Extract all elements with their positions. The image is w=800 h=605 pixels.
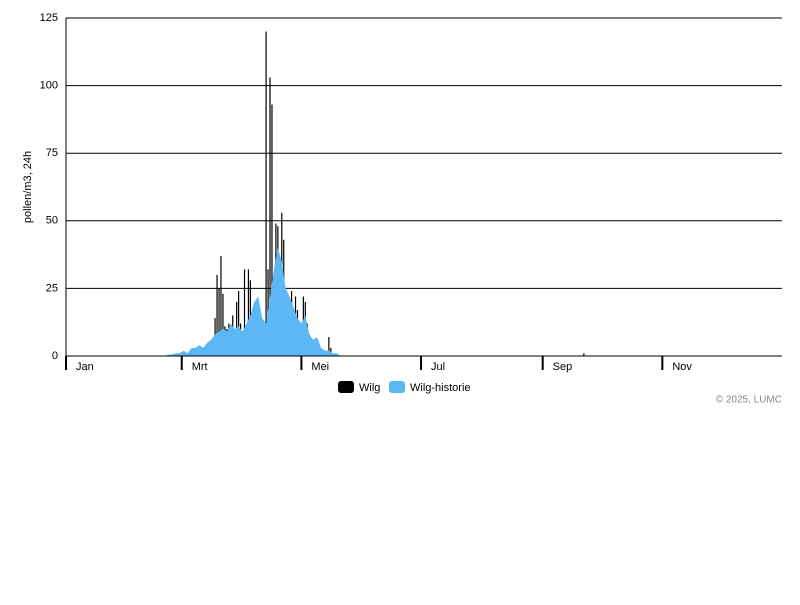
y-tick-label: 25 bbox=[46, 282, 58, 294]
bar bbox=[583, 353, 585, 356]
x-tick-label: Jul bbox=[431, 361, 445, 373]
bar bbox=[216, 274, 218, 356]
y-axis-label: pollen/m3, 24h bbox=[22, 151, 34, 223]
bar bbox=[265, 31, 267, 357]
x-tick-label: Mrt bbox=[192, 361, 208, 373]
x-tick-label: Mei bbox=[311, 361, 329, 373]
bar bbox=[328, 337, 330, 356]
bar bbox=[271, 104, 273, 356]
legend-swatch bbox=[389, 381, 405, 393]
bar bbox=[222, 293, 224, 356]
y-tick-label: 50 bbox=[46, 215, 58, 227]
y-tick-label: 0 bbox=[52, 350, 58, 362]
bar bbox=[247, 269, 250, 356]
bar bbox=[330, 347, 332, 356]
y-tick-label: 75 bbox=[46, 147, 58, 159]
legend-swatch bbox=[338, 381, 354, 393]
bar bbox=[238, 291, 240, 356]
bar bbox=[218, 288, 220, 356]
legend-label: Wilg bbox=[359, 382, 380, 394]
x-tick-label: Jan bbox=[76, 361, 94, 373]
y-tick-label: 100 bbox=[40, 80, 58, 92]
bar bbox=[269, 77, 271, 356]
history-area bbox=[164, 247, 345, 356]
x-tick-label: Nov bbox=[672, 361, 692, 373]
bar bbox=[220, 255, 222, 356]
x-tick-label: Sep bbox=[553, 361, 573, 373]
legend-label: Wilg-historie bbox=[410, 382, 471, 394]
bar bbox=[243, 269, 246, 356]
y-tick-label: 125 bbox=[40, 12, 58, 24]
credit: © 2025, LUMC bbox=[716, 395, 782, 406]
